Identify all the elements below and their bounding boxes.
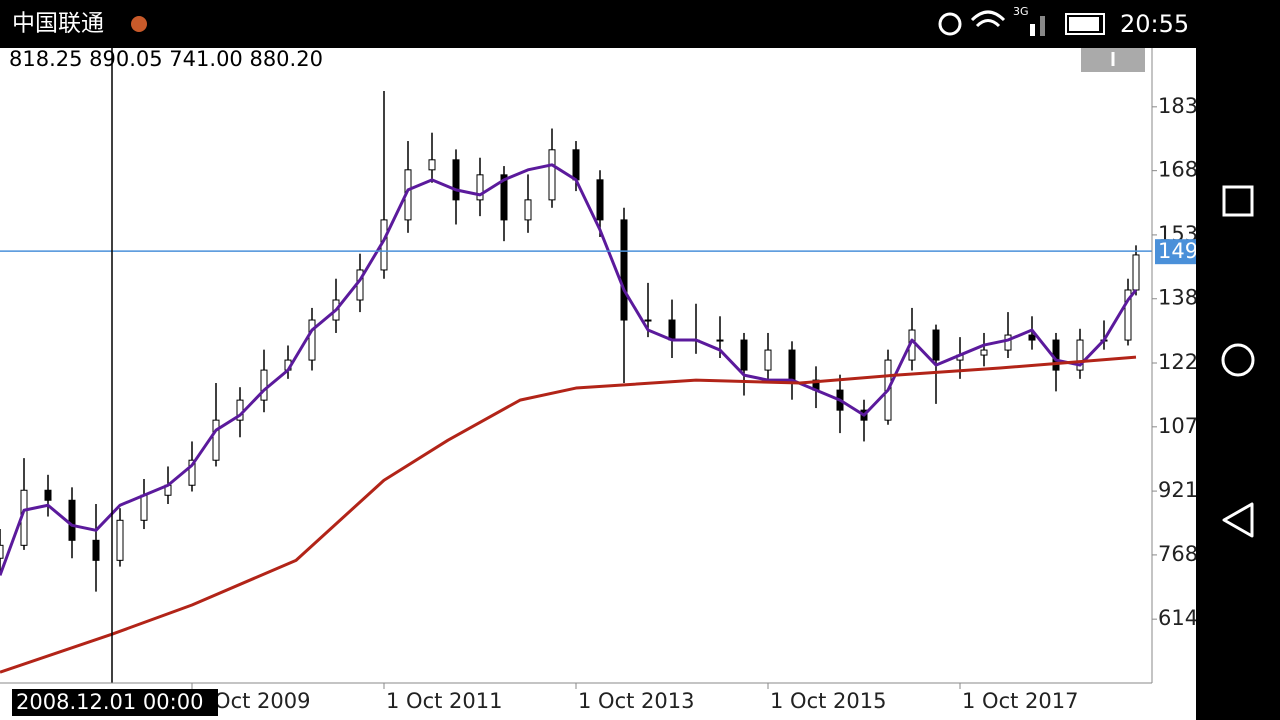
battery-icon xyxy=(1065,13,1105,35)
candle-body xyxy=(68,499,76,541)
candle-body xyxy=(788,349,796,381)
candle-body xyxy=(140,494,148,521)
crosshair-tag xyxy=(12,689,218,716)
carrier: 中国联通 xyxy=(12,11,104,37)
y-tick-label: 921 xyxy=(1158,478,1198,502)
candle-body xyxy=(452,159,460,201)
x-tick-label: 1 Oct 2013 xyxy=(578,689,694,713)
moving-average xyxy=(0,163,1138,576)
y-tick-label: 122 xyxy=(1158,350,1198,374)
crosshair-label: 2008.12.01 00:00 xyxy=(16,690,203,714)
candle-body xyxy=(428,159,436,171)
candle-body xyxy=(0,544,4,559)
candle-body xyxy=(1004,334,1012,351)
candle-body xyxy=(92,539,100,561)
nav-bar xyxy=(1196,0,1280,720)
y-tick-label: 614 xyxy=(1158,606,1198,630)
candle-body xyxy=(668,319,676,341)
ohlc-readout: 818.25 890.05 741.00 880.20 xyxy=(9,47,323,71)
candle-body xyxy=(188,459,196,486)
candle-body xyxy=(644,319,652,322)
chart-background xyxy=(0,48,1196,720)
y-tick-label: 183 xyxy=(1158,94,1198,118)
candle-body xyxy=(572,149,580,181)
candle-body xyxy=(260,369,268,401)
signal-icon xyxy=(1030,24,1035,36)
x-tick-label: 1 Oct 2017 xyxy=(962,689,1078,713)
recents-button[interactable] xyxy=(1222,185,1254,217)
home-button[interactable] xyxy=(1221,343,1255,377)
candle-body xyxy=(980,349,988,356)
battery-level xyxy=(1069,17,1099,31)
candle-body xyxy=(596,179,604,221)
back-button[interactable] xyxy=(1222,502,1254,538)
candle-body xyxy=(1124,289,1132,341)
app-icon xyxy=(131,16,147,32)
y-tick-label: 107 xyxy=(1158,414,1198,438)
moving-average xyxy=(0,355,1137,674)
candle-body xyxy=(1028,334,1036,341)
candle-body xyxy=(44,489,52,501)
candle-body xyxy=(212,419,220,461)
candle-body xyxy=(476,174,484,201)
y-tick-label: 138 xyxy=(1158,286,1198,310)
candle-body xyxy=(1132,254,1140,291)
candle-body xyxy=(1076,339,1084,371)
current-price-label: 149 xyxy=(1158,239,1198,263)
candle-body xyxy=(620,219,628,321)
candle-body xyxy=(308,319,316,361)
x-tick-label: 1 Oct 2015 xyxy=(770,689,886,713)
candle-body xyxy=(116,519,124,561)
network-type: 3G xyxy=(1013,5,1029,18)
wifi-icon xyxy=(970,10,1006,28)
y-tick-label: 168 xyxy=(1158,158,1198,182)
candle-body xyxy=(548,149,556,201)
signal-icon xyxy=(1040,16,1045,36)
candle-body xyxy=(716,339,724,342)
alarm-icon xyxy=(938,12,962,36)
clock: 20:55 xyxy=(1120,10,1189,38)
candle-body xyxy=(740,339,748,371)
candle-body xyxy=(764,349,772,371)
x-tick-label: 1 Oct 2011 xyxy=(386,689,502,713)
plot-area xyxy=(0,48,1152,683)
candle-body xyxy=(932,329,940,361)
candle-body xyxy=(500,174,508,221)
y-tick-label: 768 xyxy=(1158,542,1198,566)
candle-body xyxy=(524,199,532,221)
